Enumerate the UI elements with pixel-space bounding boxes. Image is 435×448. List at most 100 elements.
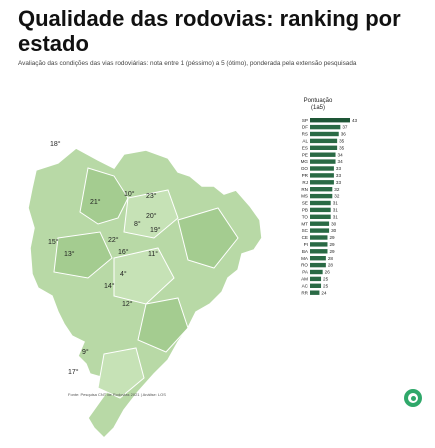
bar [310, 180, 334, 185]
bar [310, 290, 320, 295]
bar-category-label: PB [302, 208, 308, 213]
bar [310, 138, 338, 144]
map-rank-label: 13° [64, 250, 75, 258]
map-rank-label: 18° [50, 140, 61, 148]
source-text: Fonte: Pesquisa CNT de Rodovias 2021 | A… [68, 392, 166, 397]
map-rank-label: 22° [108, 236, 119, 244]
bar-value-label: 34 [338, 159, 344, 164]
bar-category-label: MS [301, 194, 308, 199]
bar-category-label: PI [304, 242, 308, 247]
bar [310, 276, 322, 282]
bar-category-label: DF [302, 125, 308, 130]
bar-value-label: 33 [336, 180, 342, 185]
map-rank-label: 10° [124, 190, 135, 198]
bar-value-label: 29 [329, 249, 335, 254]
bar-value-label: 35 [339, 145, 345, 150]
bar-category-label: PR [302, 173, 309, 178]
bar-value-label: 28 [328, 263, 334, 268]
map-rank-label: 17° [68, 368, 79, 376]
bar [310, 256, 326, 261]
bar-value-label: 32 [334, 194, 340, 199]
bar-category-label: PA [302, 270, 309, 275]
map-rank-label: 4° [120, 270, 127, 278]
map-rank-label: 8° [134, 220, 141, 228]
bar-category-label: PE [302, 152, 308, 157]
bar-value-label: 33 [336, 166, 342, 171]
bar [310, 269, 323, 275]
bar [310, 159, 336, 164]
bar-value-label: 29 [329, 235, 335, 240]
map-rank-label: 14° [104, 282, 115, 290]
map-rank-label: 23° [146, 192, 157, 200]
bar-value-label: 32 [334, 187, 340, 192]
bar-value-label: 30 [331, 228, 337, 233]
bar-category-label: MG [301, 159, 309, 164]
map-rank-label: 15° [48, 238, 59, 246]
map-rank-label: 19° [150, 226, 161, 234]
bar-category-label: GO [301, 166, 309, 171]
bar-category-label: CE [302, 235, 308, 240]
bar-category-label: SC [302, 228, 309, 233]
bar [310, 145, 338, 150]
bar [310, 249, 328, 254]
map-rank-label: 21° [90, 198, 101, 206]
map-rank-label: 16° [118, 248, 129, 256]
bar-category-label: AM [301, 277, 308, 282]
bar-value-label: 36 [341, 132, 347, 137]
bar [310, 152, 336, 157]
map-rank-label: 11° [148, 250, 158, 258]
bar-category-label: RO [301, 263, 308, 268]
bar-category-label: SE [302, 201, 308, 206]
bar [310, 235, 328, 240]
bar-value-label: 31 [333, 201, 339, 206]
bar-value-label: 37 [342, 125, 348, 130]
bar [310, 187, 333, 192]
ranking-bar-chart: Pontuação(1a5) SP 43 DF 37 RS 36 AL 35 ES 35 PE 34 M… [301, 98, 358, 295]
bar-category-label: RS [302, 132, 308, 137]
bar-value-label: 31 [333, 214, 339, 219]
bar-category-label: AL [302, 139, 308, 144]
bar-category-label: ES [302, 145, 308, 150]
bar [310, 214, 331, 219]
bar-category-label: MT [301, 221, 308, 226]
bar-value-label: 34 [338, 152, 344, 157]
page-title: Qualidade das rodovias: ranking por esta… [18, 6, 401, 56]
bar-category-label: TO [302, 214, 309, 219]
bar [310, 124, 341, 130]
legend-title-line: Pontuação [304, 98, 333, 104]
page-subtitle: Avaliação das condições das vias rodoviá… [18, 60, 357, 67]
bar-value-label: 28 [328, 256, 334, 261]
bar-category-label: MA [301, 256, 309, 261]
bar [310, 262, 326, 268]
bar-category-label: RJ [302, 180, 308, 185]
bar-category-label: RR [301, 290, 308, 295]
bar [310, 131, 339, 137]
bar-category-label: AC [302, 283, 309, 288]
bar [310, 200, 331, 206]
bar-value-label: 33 [336, 173, 342, 178]
bar-value-label: 31 [333, 208, 339, 213]
bar [310, 173, 334, 178]
bar [310, 118, 350, 123]
bar [310, 193, 333, 199]
bar [310, 207, 331, 213]
bar-value-label: 35 [339, 139, 345, 144]
bar-value-label: 24 [321, 290, 327, 295]
bar [310, 242, 328, 247]
map-rank-label: 12° [122, 300, 133, 308]
bar-value-label: 25 [323, 277, 329, 282]
map-rank-label: 20° [146, 212, 157, 220]
bar-value-label: 30 [331, 221, 337, 226]
bar-value-label: 25 [323, 283, 329, 288]
bar [310, 283, 322, 288]
legend-title-line: (1a5) [311, 105, 325, 111]
bar [310, 166, 334, 171]
brazil-map: 18° 21° 10° 23° 20° 8° 19° 15° 22° 13° 16° 11° 4° 14°… [28, 140, 263, 440]
bar-category-label: BA [302, 249, 309, 254]
bar [310, 228, 330, 233]
bar-category-label: SP [302, 118, 308, 123]
bar-value-label: 43 [352, 118, 358, 123]
map-rank-label: 9° [82, 348, 89, 356]
bar-value-label: 29 [329, 242, 335, 247]
bar-category-label: RN [301, 187, 308, 192]
